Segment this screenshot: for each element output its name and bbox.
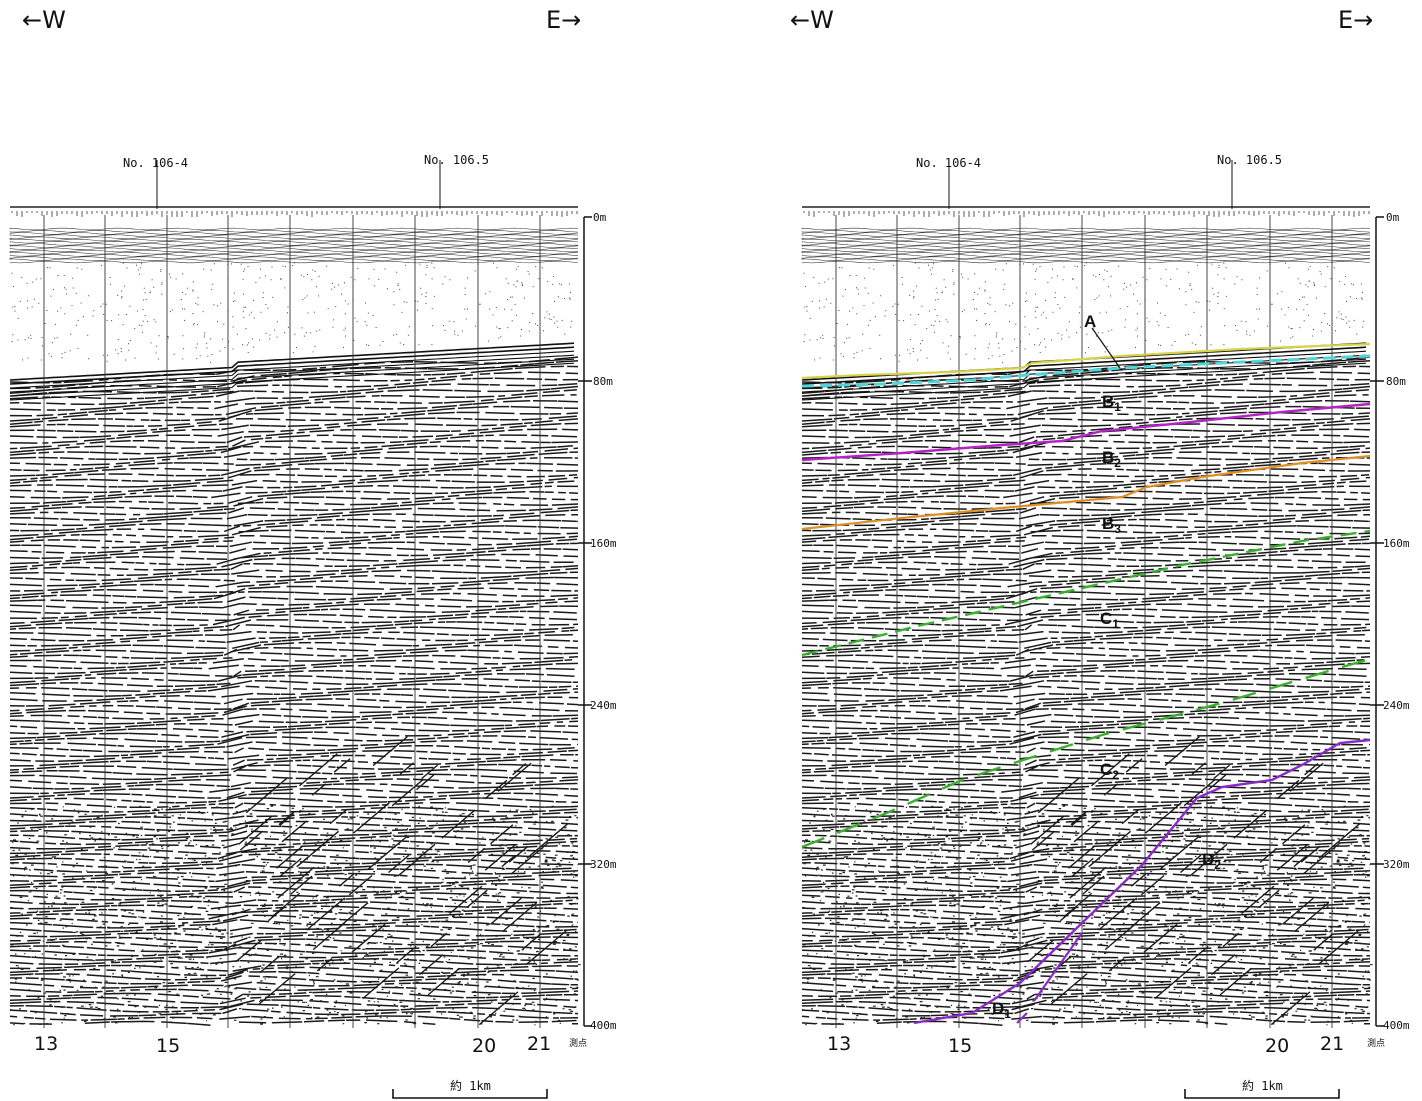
- horizon-A-top: [801, 342, 1371, 380]
- depth-label-160m-right: 160m: [1383, 537, 1410, 550]
- depth-label-320m-left: 320m: [590, 858, 617, 871]
- depth-label-240m-left: 240m: [590, 699, 617, 712]
- depth-label-400m-right: 400m: [1383, 1019, 1410, 1032]
- horizon-B1-B2: [801, 402, 1371, 462]
- unit-label-C1: C1: [1100, 609, 1119, 631]
- seismic-profile-left-svg: [9, 160, 581, 1028]
- depth-label-240m-right: 240m: [1383, 699, 1410, 712]
- station-label-106-4: No. 106-4: [123, 156, 189, 170]
- east-arrow-label-right: E→: [1338, 6, 1374, 34]
- horizon-B2-B3: [801, 454, 1371, 531]
- station-label-106-5-right: No. 106.5: [1217, 153, 1283, 167]
- west-arrow-label-right: ←W: [790, 6, 834, 34]
- survey-point-label-left: 測点: [569, 1039, 588, 1049]
- unit-label-D1: D1: [992, 999, 1011, 1021]
- unit-label-D2: D2: [1202, 850, 1221, 872]
- east-arrow-label: E→: [546, 6, 582, 34]
- horizon-D-branch: [1033, 932, 1083, 1002]
- scale-bar-right: [1184, 1088, 1342, 1100]
- unit-label-B3: B3: [1102, 514, 1121, 536]
- seismic-profile-right: A B1 B2 B3 C1 C2 D1 D2: [801, 160, 1373, 1028]
- unit-label-A: A: [1084, 312, 1096, 331]
- horizon-D1-D2: [913, 738, 1371, 1025]
- depth-label-320m-right: 320m: [1383, 858, 1410, 871]
- west-arrow-label: ←W: [22, 6, 66, 34]
- survey-number-21-left: 21: [527, 1033, 552, 1055]
- seismic-profile-right-svg: A B1 B2 B3 C1 C2 D1 D2: [801, 160, 1373, 1028]
- unit-label-B2: B2: [1102, 448, 1121, 470]
- seismic-profile-left: [9, 160, 581, 1028]
- horizon-C1-C2-upper: [801, 529, 1371, 657]
- leader-line-A: [1091, 327, 1121, 369]
- scale-label-right: 約 1km: [1242, 1079, 1283, 1093]
- survey-number-20-left: 20: [472, 1035, 497, 1057]
- depth-label-0m-left: 0m: [593, 211, 607, 224]
- survey-number-15-right: 15: [948, 1035, 973, 1057]
- survey-number-15-left: 15: [156, 1035, 181, 1057]
- depth-label-400m-left: 400m: [590, 1019, 617, 1032]
- depth-label-80m-left: 80m: [593, 375, 613, 388]
- depth-label-80m-right: 80m: [1386, 375, 1406, 388]
- horizon-D-branch-lower: [1016, 1012, 1028, 1024]
- unit-label-C2: C2: [1100, 760, 1119, 782]
- unit-label-B1: B1: [1102, 392, 1121, 414]
- depth-label-0m-right: 0m: [1386, 211, 1400, 224]
- horizon-A-base: [801, 354, 1371, 388]
- survey-number-13-left: 13: [34, 1033, 59, 1055]
- station-label-106-5: No. 106.5: [424, 153, 490, 167]
- survey-point-label-right: 測点: [1367, 1039, 1386, 1049]
- depth-axis-right: [1370, 205, 1420, 1030]
- scale-label-left: 約 1km: [450, 1079, 491, 1093]
- depth-axis-left: [578, 205, 628, 1030]
- horizon-C1-C2-lower: [801, 657, 1371, 849]
- survey-number-13-right: 13: [827, 1033, 852, 1055]
- depth-label-160m-left: 160m: [590, 537, 617, 550]
- survey-number-21-right: 21: [1320, 1033, 1345, 1055]
- scale-bar-left: [392, 1088, 550, 1100]
- survey-number-20-right: 20: [1265, 1035, 1290, 1057]
